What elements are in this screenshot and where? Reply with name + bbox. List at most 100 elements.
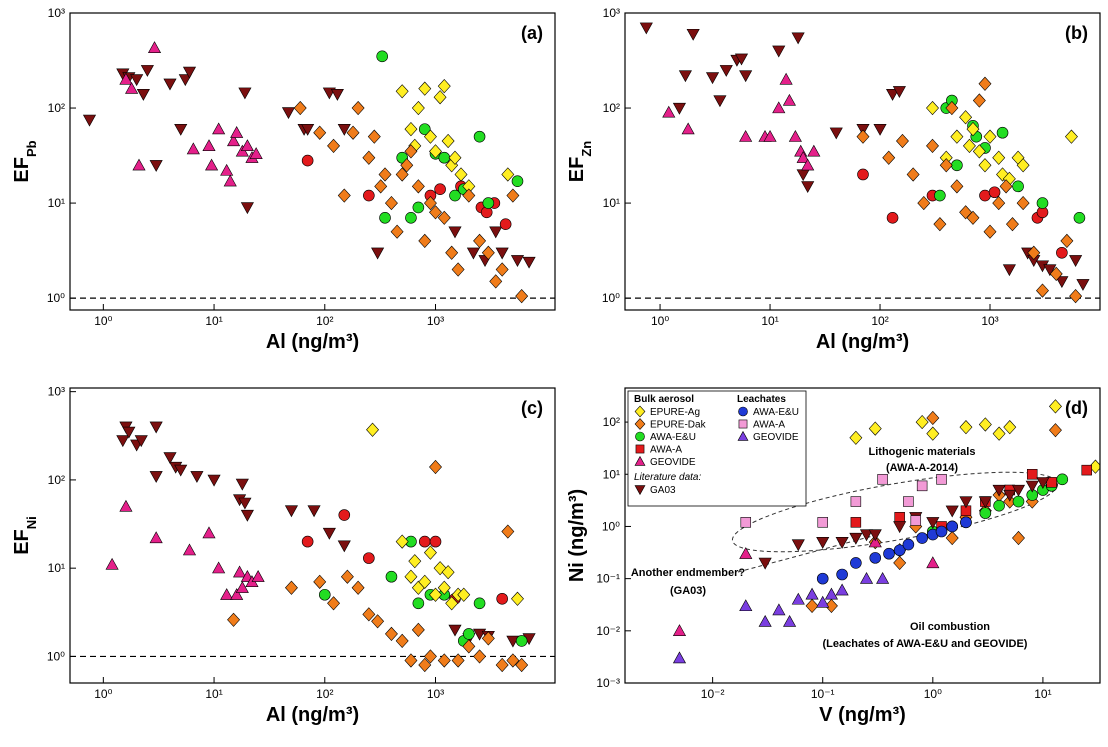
point [910,515,922,526]
point [313,574,327,589]
legend-marker [634,455,646,466]
panel-label: (c) [521,398,543,418]
panel-label: (d) [1065,398,1088,418]
point [883,547,895,560]
point [395,534,409,549]
point [220,588,234,600]
point [473,649,487,664]
plot-area [82,41,536,304]
point [926,410,940,426]
point [371,247,385,260]
annotation: Oil combustion [910,621,990,633]
point [788,129,802,142]
point [363,189,375,202]
point [251,570,265,582]
point [449,189,461,202]
point [992,195,1006,211]
point [1056,246,1068,259]
point [395,633,409,648]
point [950,129,964,144]
legend-marker [634,485,646,496]
point [301,535,314,548]
point [739,129,753,142]
point [378,167,392,182]
point [782,93,796,106]
point [362,607,376,622]
point [376,50,388,63]
point [457,587,471,602]
point [149,160,163,172]
point [433,90,447,105]
point [849,532,863,545]
x-tick-label: 10³ [427,314,444,328]
point [1060,233,1074,249]
point [437,653,451,668]
x-axis-label: Al (ng/m³) [266,704,359,726]
x-tick-label: 10³ [427,687,444,701]
point [423,129,437,144]
point [212,561,226,574]
point [739,70,753,83]
point [495,247,509,260]
point [801,158,815,171]
point [772,45,786,58]
point [873,123,887,136]
legend-marker [635,431,645,442]
point [149,531,163,544]
point [327,138,341,153]
annotation: (GA03) [670,585,706,597]
point [791,539,805,552]
point [313,125,327,140]
legend-box [627,390,807,507]
point [337,540,351,553]
point [178,74,192,87]
point [433,561,447,576]
point [805,598,819,614]
point [235,478,249,491]
legend-label: GEOVIDE [650,457,696,468]
point [1069,255,1083,267]
y-tick-label: 10⁰ [602,519,620,533]
point [719,65,733,77]
point [384,626,398,642]
point [362,150,376,165]
point [462,188,476,203]
annotation: Another endmember? [631,567,746,579]
point [734,53,749,66]
point [390,224,404,239]
point [966,210,980,225]
point [495,262,509,277]
legend-marker [634,418,646,430]
point [892,86,906,98]
point [327,596,341,611]
point [1003,420,1017,435]
point [917,195,931,211]
point [886,212,899,224]
point [796,169,810,182]
point [796,151,810,163]
point [1026,469,1038,480]
point [1073,212,1086,224]
plot-frame [624,387,1101,684]
point [190,471,204,483]
point [515,289,529,304]
point [212,122,226,135]
point [791,592,805,605]
point [1036,283,1049,298]
point [1027,245,1041,260]
point [1049,399,1062,414]
point [1025,480,1039,493]
point [1006,217,1019,232]
point [740,517,752,528]
point [418,574,432,589]
point [959,496,973,509]
point [506,653,520,668]
point [338,509,351,521]
point [1016,158,1030,173]
point [423,545,437,560]
point [816,537,830,549]
point [1076,279,1090,291]
point [992,426,1006,441]
legend-marker [738,419,748,429]
point [856,129,870,144]
